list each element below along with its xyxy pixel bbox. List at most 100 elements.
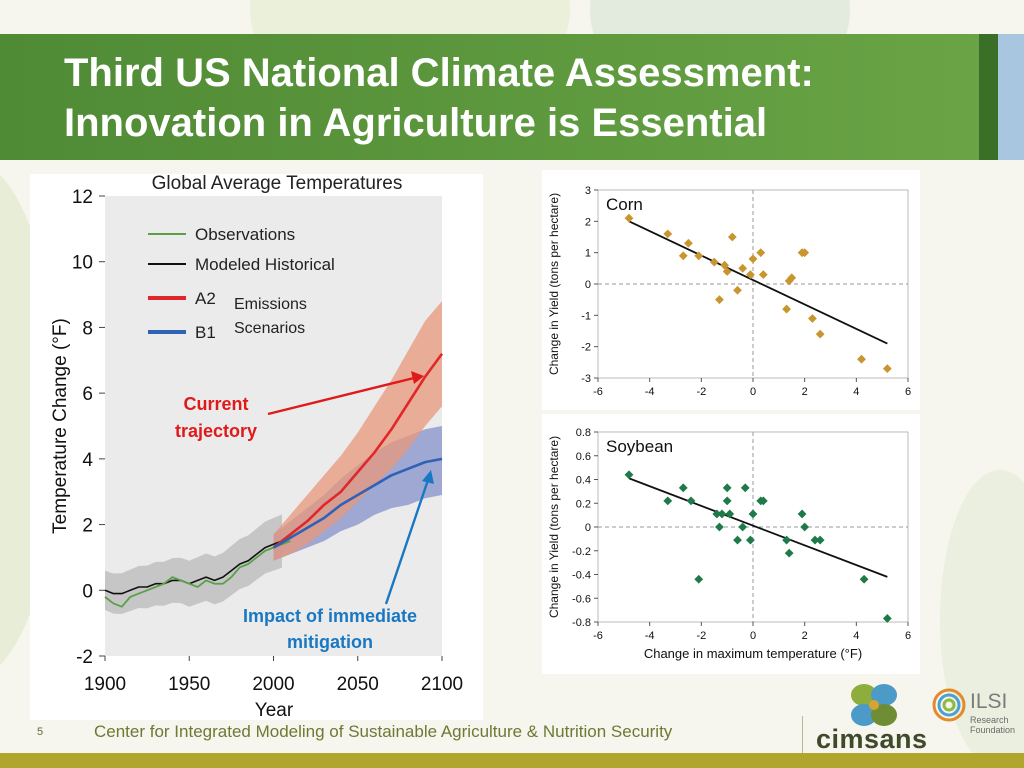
current-trajectory-arrow [267, 376, 415, 416]
legend-label: A2 [195, 289, 216, 308]
x-tick-label: 2050 [337, 674, 379, 695]
data-point [857, 354, 866, 364]
data-point [746, 270, 755, 279]
ilsi-subtitle-line-2: Foundation [970, 725, 1016, 735]
data-point [800, 248, 810, 258]
y-tick-label: -0.8 [572, 617, 591, 629]
data-point [624, 213, 634, 223]
current-trajectory-arrowhead [411, 371, 424, 384]
data-point [733, 535, 742, 545]
y-tick-label: 0 [585, 279, 591, 291]
cimsans-logo-text: cimsans [816, 724, 928, 754]
y-tick-label: -0.4 [572, 570, 591, 582]
data-point [782, 535, 791, 545]
data-point [882, 364, 892, 373]
data-point [720, 260, 729, 270]
data-point [808, 314, 817, 323]
data-point [727, 232, 737, 242]
chart-title: Global Average Temperatures [152, 173, 403, 194]
data-point [746, 535, 755, 545]
data-point [678, 251, 688, 261]
title-banner [0, 34, 998, 160]
data-point [694, 251, 704, 261]
data-point [758, 270, 768, 279]
cimsans-logo-icon [851, 684, 897, 726]
data-point [709, 257, 719, 267]
y-tick-label: -1 [581, 310, 591, 322]
mitigation-label-line: mitigation [287, 632, 373, 652]
data-point [663, 496, 673, 506]
legend-group-label-line: Scenarios [234, 320, 305, 337]
x-tick-label: 2000 [252, 674, 294, 695]
data-point [686, 496, 696, 506]
y-tick-label: 10 [72, 253, 93, 274]
regression-line [628, 220, 888, 345]
x-tick-label: -6 [593, 630, 603, 642]
y-tick-label: 4 [82, 450, 93, 471]
x-tick-label: 4 [853, 386, 859, 398]
data-point [800, 522, 810, 532]
data-point [712, 509, 722, 519]
ilsi-logo-text: ILSI [970, 690, 1008, 713]
mitigation-label: Impact of immediate mitigation [243, 606, 417, 652]
slide-title-line-1: Third US National Climate Assessment: [64, 51, 814, 95]
data-point [815, 535, 825, 545]
data-point [810, 535, 820, 545]
x-tick-label: 2 [802, 386, 808, 398]
legend-label: Modeled Historical [195, 255, 335, 274]
data-point [722, 496, 732, 506]
data-point [715, 295, 724, 305]
y-tick-label: 2 [82, 516, 93, 537]
a2-uncertainty-band [273, 301, 442, 561]
y-tick-label: 0.4 [576, 475, 591, 487]
legend-label: Observations [195, 225, 295, 244]
y-tick-label: -3 [581, 373, 591, 385]
mitigation-arrowhead [422, 470, 434, 484]
mitigation-label-line: Impact of immediate [243, 606, 417, 626]
data-point [694, 574, 704, 584]
y-tick-label: 3 [585, 185, 591, 197]
data-point [715, 522, 724, 532]
slide-number: 5 [37, 726, 44, 738]
corn-chart: -3 -2 -1 0 1 2 3 -6 -4 -2 0 2 4 6 Corn Change in Yield … [542, 170, 920, 410]
y-tick-label: -2 [76, 647, 93, 668]
mitigation-arrow [384, 479, 430, 605]
data-point [725, 509, 735, 519]
data-point [787, 273, 797, 283]
x-tick-label: -2 [696, 386, 706, 398]
x-tick-label: 6 [905, 386, 911, 398]
y-tick-label: 2 [585, 216, 591, 228]
x-tick-label: -4 [645, 630, 655, 642]
y-tick-label: 8 [82, 318, 93, 339]
y-tick-label: -0.2 [572, 546, 591, 558]
panel-title: Soybean [606, 437, 673, 456]
data-point [717, 509, 727, 519]
title-banner-edge-accent [998, 34, 1024, 160]
observations-line [104, 540, 291, 608]
x-tick-label: 4 [853, 630, 859, 642]
temperature-chart: Global Average Temperatures -2 0 2 4 6 8 10 12 19… [50, 173, 463, 721]
slide-title-line-2: Innovation in Agriculture is Essential [64, 101, 768, 145]
y-tick-label: -2 [581, 342, 591, 354]
y-tick-label: 0.8 [576, 427, 591, 439]
data-point [740, 483, 750, 493]
data-point [684, 238, 693, 248]
slide-title: Third US National Climate Assessment: In… [64, 48, 964, 148]
x-axis-label: Year [255, 700, 294, 721]
y-tick-label: -0.6 [572, 593, 591, 605]
data-point [859, 574, 869, 584]
data-point [756, 248, 766, 258]
x-tick-label: 6 [905, 630, 911, 642]
ilsi-subtitle-line-1: Research [970, 715, 1009, 725]
b1-scenario-line [272, 457, 443, 549]
x-tick-label: 2100 [421, 674, 463, 695]
footer-bar [0, 753, 1024, 768]
y-axis-label: Change in Yield (tons per hectare) [547, 436, 561, 618]
y-axis-label: Temperature Change (°F) [50, 318, 71, 534]
footer-divider [802, 716, 803, 753]
title-banner-edge [979, 34, 998, 160]
x-tick-label: -4 [645, 386, 655, 398]
data-point [815, 329, 825, 339]
regression-line [628, 477, 888, 578]
footer-organization-name: Center for Integrated Modeling of Sustai… [94, 722, 673, 741]
